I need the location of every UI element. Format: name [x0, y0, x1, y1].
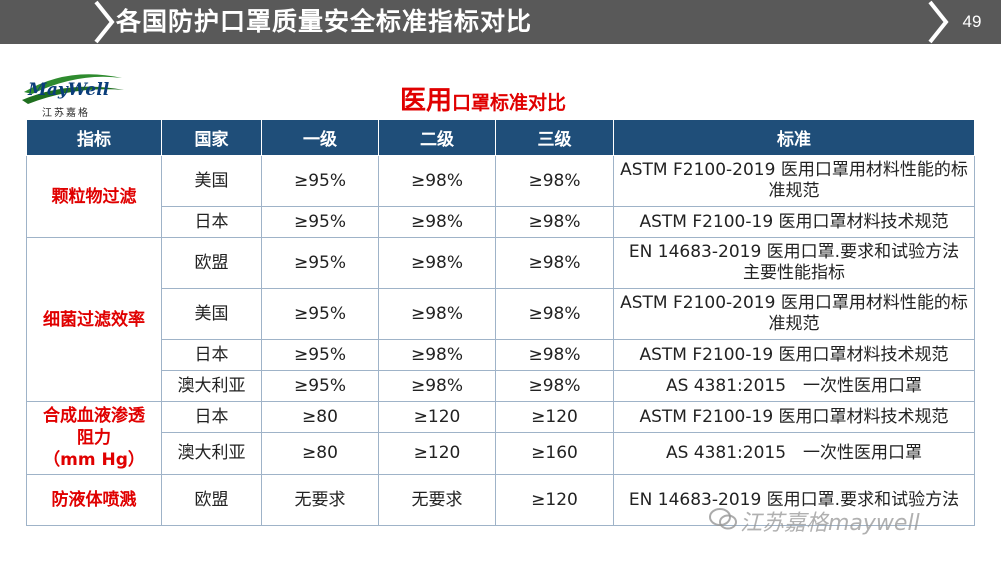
level-1-cell: ≥80 — [261, 432, 379, 475]
level-3-cell: ≥120 — [495, 401, 614, 433]
metric-cell: 细菌过滤效率 — [26, 237, 162, 402]
level-2-cell: ≥98% — [378, 370, 496, 402]
country-cell: 日本 — [161, 206, 262, 238]
standard-cell: ASTM F2100-2019 医用口罩用材料性能的标准规范 — [613, 155, 975, 207]
table-row: 日本 ≥95% ≥98% ≥98% ASTM F2100-19 医用口罩材料技术… — [27, 339, 975, 371]
metric-line: （mm Hg） — [43, 450, 145, 470]
level-1-cell: ≥95% — [261, 237, 379, 289]
level-3-cell: ≥98% — [495, 206, 614, 238]
metric-cell: 合成血液渗透 阻力 （mm Hg） — [26, 401, 162, 475]
country-cell: 澳大利亚 — [161, 432, 262, 475]
standard-cell: EN 14683-2019 医用口罩.要求和试验方法 — [613, 474, 975, 526]
level-1-cell: ≥95% — [261, 206, 379, 238]
header-metric: 指标 — [26, 119, 162, 156]
standard-cell: ASTM F2100-19 医用口罩材料技术规范 — [613, 401, 975, 433]
country-cell: 日本 — [161, 339, 262, 371]
header-level-3: 三级 — [495, 119, 614, 156]
level-1-cell: 无要求 — [261, 474, 379, 526]
metric-cell: 防液体喷溅 — [26, 474, 162, 526]
country-cell: 美国 — [161, 155, 262, 207]
level-2-cell: ≥98% — [378, 339, 496, 371]
maywell-logo: MayWell — [22, 74, 124, 104]
level-1-cell: ≥95% — [261, 288, 379, 340]
country-cell: 澳大利亚 — [161, 370, 262, 402]
subtitle-big: 医用 — [400, 86, 453, 116]
level-2-cell: ≥98% — [378, 155, 496, 207]
table-row: 防液体喷溅 欧盟 无要求 无要求 ≥120 EN 14683-2019 医用口罩… — [26, 474, 975, 526]
subtitle: 医用口罩标准对比 — [400, 80, 566, 117]
level-3-cell: ≥98% — [495, 339, 614, 371]
header-level-1: 一级 — [261, 119, 379, 156]
level-3-cell: ≥98% — [495, 370, 614, 402]
level-3-cell: ≥120 — [495, 474, 614, 526]
header-level-2: 二级 — [378, 119, 496, 156]
page-title: 各国防护口罩质量安全标准指标对比 — [116, 7, 533, 36]
level-3-cell: ≥98% — [495, 237, 614, 289]
level-3-cell: ≥98% — [495, 288, 614, 340]
header-country: 国家 — [161, 119, 262, 156]
level-2-cell: ≥120 — [378, 401, 496, 433]
wechat-icon — [709, 508, 737, 530]
table-row: 细菌过滤效率 欧盟 ≥95% ≥98% ≥98% EN 14683-2019 医… — [26, 237, 975, 402]
standard-cell: EN 14683-2019 医用口罩.要求和试验方法 主要性能指标 — [613, 237, 975, 289]
level-3-cell: ≥160 — [495, 432, 614, 475]
standard-cell: AS 4381:2015 一次性医用口罩 — [613, 370, 975, 402]
standard-cell: ASTM F2100-19 医用口罩材料技术规范 — [613, 206, 975, 238]
table-row: 澳大利亚 ≥95% ≥98% ≥98% AS 4381:2015 一次性医用口罩 — [27, 370, 975, 402]
header-chevron-icon — [94, 0, 115, 44]
level-1-cell: ≥95% — [261, 370, 379, 402]
logo-text: MayWell — [27, 80, 110, 100]
country-cell: 欧盟 — [161, 474, 262, 526]
metric-line: 阻力 — [77, 428, 111, 448]
watermark: 江苏嘉格maywell — [740, 511, 920, 536]
table-row: 颗粒物过滤 美国 ≥95% ≥98% ≥98% ASTM F2100-2019 … — [26, 155, 975, 238]
country-cell: 美国 — [161, 288, 262, 340]
page-chevron-icon — [928, 0, 949, 44]
level-2-cell: ≥98% — [378, 237, 496, 289]
subtitle-small: 口罩标准对比 — [452, 92, 567, 114]
level-2-cell: ≥120 — [378, 432, 496, 475]
logo-caption: 江苏嘉格 — [42, 108, 90, 119]
header-bar — [0, 0, 1001, 44]
level-2-cell: ≥98% — [378, 206, 496, 238]
level-1-cell: ≥95% — [261, 339, 379, 371]
level-1-cell: ≥80 — [261, 401, 379, 433]
standard-cell: AS 4381:2015 一次性医用口罩 — [613, 432, 975, 475]
header-standard: 标准 — [613, 119, 975, 156]
standard-cell: ASTM F2100-2019 医用口罩用材料性能的标准规范 — [613, 288, 975, 340]
table-row: 澳大利亚 ≥80 ≥120 ≥160 AS 4381:2015 一次性医用口罩 — [27, 432, 975, 475]
country-cell: 日本 — [161, 401, 262, 433]
level-2-cell: ≥98% — [378, 288, 496, 340]
metric-cell: 颗粒物过滤 — [26, 155, 162, 238]
standards-table: 指标 国家 一级 二级 三级 标准 颗粒物过滤 美国 ≥95% ≥98% ≥98… — [26, 119, 975, 526]
country-cell: 欧盟 — [161, 237, 262, 289]
level-3-cell: ≥98% — [495, 155, 614, 207]
table-header-row: 指标 国家 一级 二级 三级 标准 — [26, 119, 975, 156]
page-number: 49 — [962, 12, 982, 31]
table-row: 合成血液渗透 阻力 （mm Hg） 日本 ≥80 ≥120 ≥120 ASTM … — [26, 401, 975, 475]
standard-cell: ASTM F2100-19 医用口罩材料技术规范 — [613, 339, 975, 371]
table-row: 日本 ≥95% ≥98% ≥98% ASTM F2100-19 医用口罩材料技术… — [27, 206, 975, 238]
metric-line: 合成血液渗透 — [43, 406, 145, 426]
table-row: 美国 ≥95% ≥98% ≥98% ASTM F2100-2019 医用口罩用材… — [27, 288, 975, 340]
level-1-cell: ≥95% — [261, 155, 379, 207]
level-2-cell: 无要求 — [378, 474, 496, 526]
